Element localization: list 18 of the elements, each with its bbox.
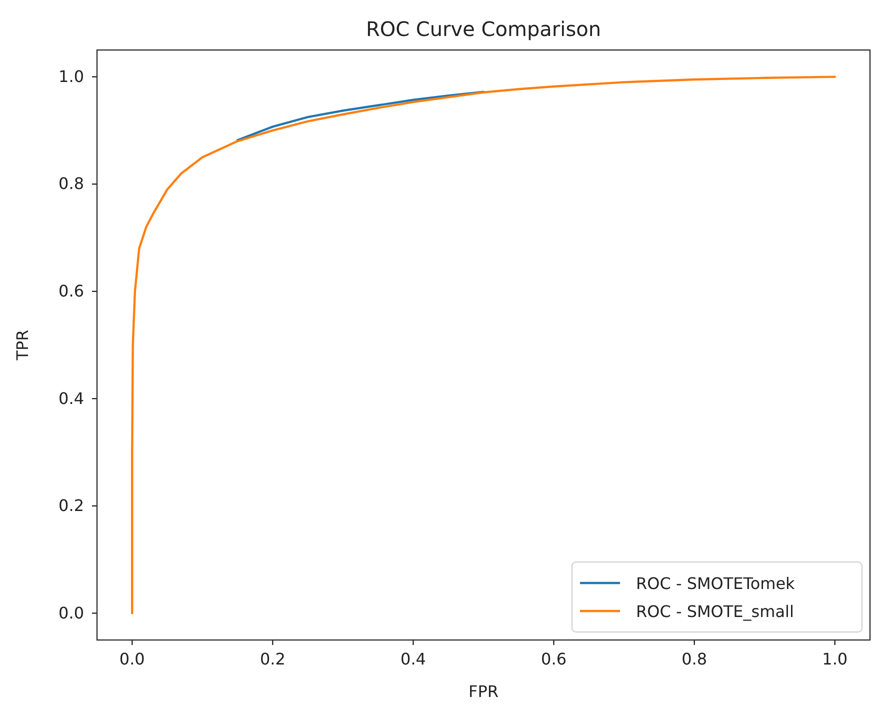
x-tick-label: 0.6 bbox=[541, 649, 566, 668]
x-tick-label: 0.2 bbox=[260, 649, 286, 668]
y-tick-label: 0.2 bbox=[58, 496, 84, 516]
y-tick-label: 0.6 bbox=[58, 281, 84, 300]
y-tick-label: 0.4 bbox=[58, 388, 84, 408]
x-tick-label: 0.4 bbox=[400, 649, 426, 668]
y-tick-label: 0.8 bbox=[58, 174, 84, 194]
x-tick-label: 1.0 bbox=[822, 649, 848, 668]
x-tick-label: 0.8 bbox=[682, 649, 708, 668]
line-series bbox=[236, 90, 485, 142]
y-tick-label: 1.0 bbox=[58, 66, 84, 86]
legend-label: ROC - SMOTE_small bbox=[636, 602, 794, 621]
x-axis-title: FPR bbox=[468, 682, 498, 701]
legend-label: ROC - SMOTETomek bbox=[636, 574, 796, 593]
chart-title: ROC Curve Comparison bbox=[366, 17, 602, 41]
x-tick-label: 0.0 bbox=[119, 649, 145, 668]
y-tick-label: 0.0 bbox=[58, 603, 84, 622]
y-axis-title: TPR bbox=[13, 330, 32, 362]
